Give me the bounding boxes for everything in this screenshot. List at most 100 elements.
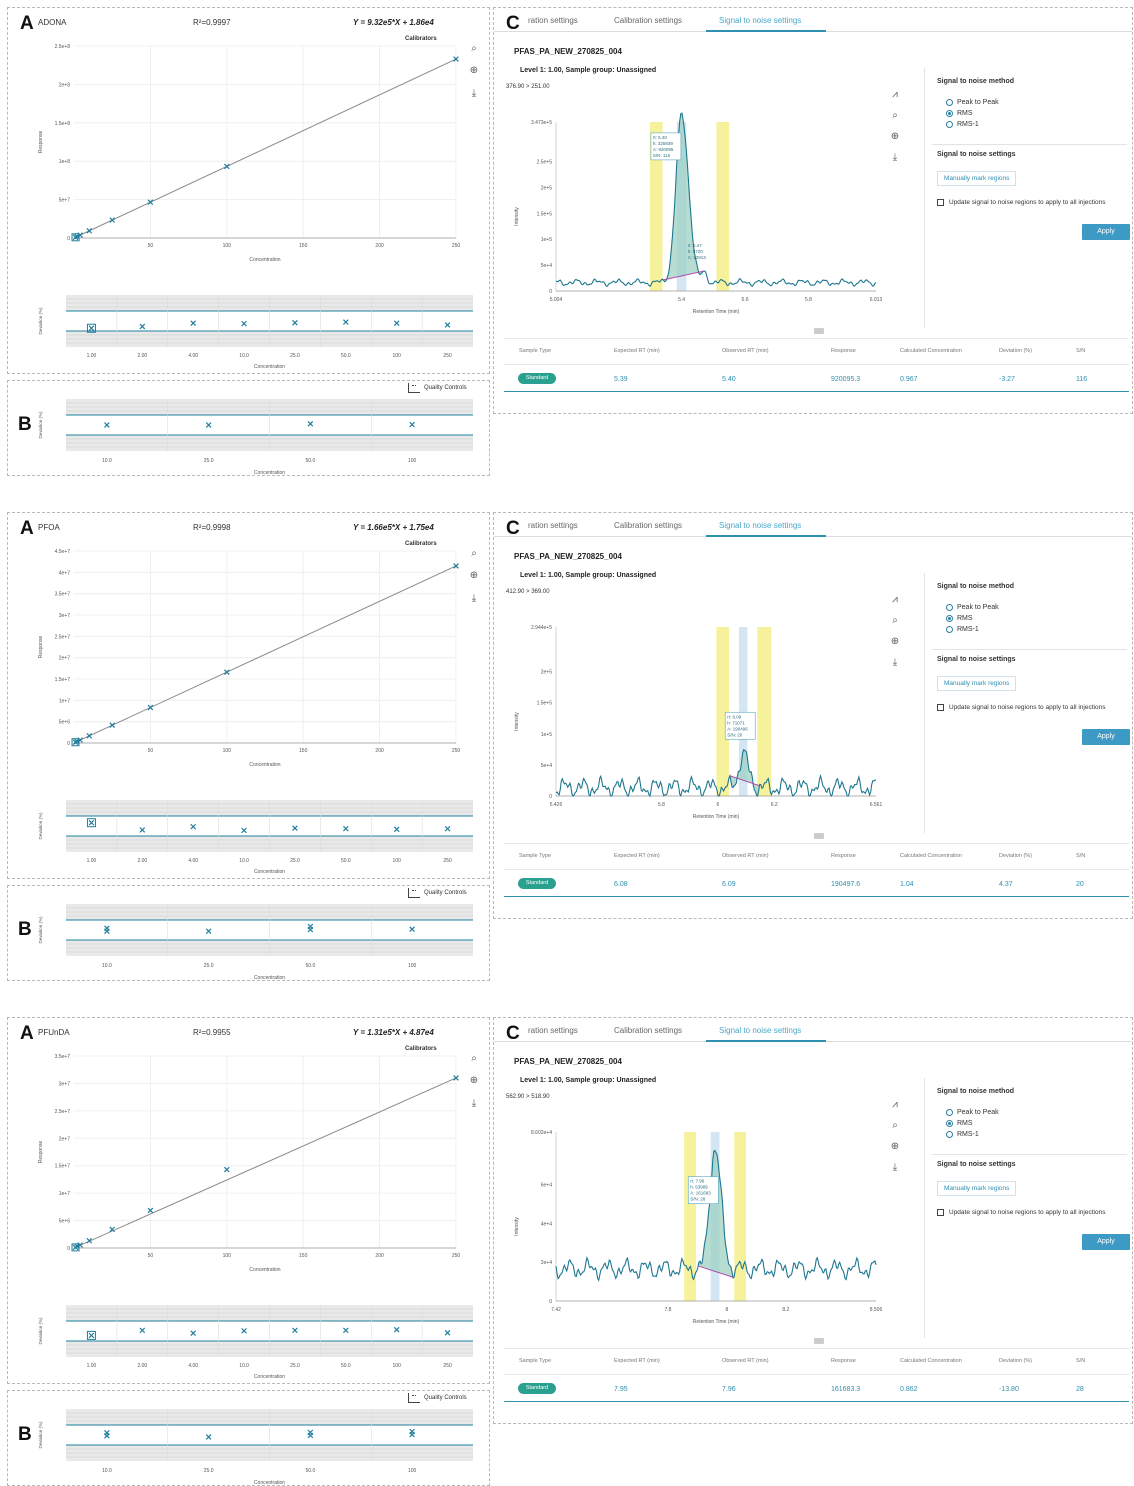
zoom-icon[interactable]: ⊕: [890, 131, 900, 142]
zoom-icon[interactable]: ⊕: [469, 65, 479, 76]
chrom-x-tick: 7.8: [664, 1307, 671, 1313]
table-cell-6: 116: [1076, 376, 1088, 383]
download-icon[interactable]: ⤓: [892, 1162, 898, 1173]
chart-type-icon[interactable]: ⩘: [892, 89, 898, 100]
calibrator-point: [109, 217, 116, 223]
calibrator-point: [77, 737, 83, 743]
sn-option-rms[interactable]: RMS: [946, 615, 973, 622]
zoom-icon[interactable]: ⊕: [890, 1141, 900, 1152]
qc-point-duplicate: [104, 925, 110, 932]
chart-type-icon[interactable]: ⩘: [892, 1099, 898, 1110]
sn-option-rms[interactable]: RMS: [946, 110, 973, 117]
zoom-reset-icon[interactable]: ⌕: [892, 615, 898, 626]
sn-option-rms-1[interactable]: RMS-1: [946, 1131, 979, 1138]
zoom-reset-icon[interactable]: ⌕: [471, 548, 477, 559]
table-header-0: Sample Type: [519, 1358, 552, 1364]
chart-type-icon[interactable]: ⩘: [892, 594, 898, 605]
x-tick-label: 100: [223, 1253, 232, 1259]
peak-label-line: rt: 6.09: [727, 714, 742, 719]
resize-handle[interactable]: [814, 833, 824, 839]
zoom-reset-icon[interactable]: ⌕: [471, 43, 477, 54]
radio-button[interactable]: [946, 1109, 953, 1116]
sn-option-rms-1[interactable]: RMS-1: [946, 121, 979, 128]
manually-mark-regions-button[interactable]: Manually mark regions: [937, 676, 1017, 691]
settings-divider: [924, 573, 925, 833]
sn-option-peak-to-peak[interactable]: Peak to Peak: [946, 99, 999, 106]
calibrator-point: [453, 56, 459, 62]
update-regions-checkbox-row[interactable]: Update signal to noise regions to apply …: [937, 1208, 1117, 1217]
tab-integration[interactable]: ration settings: [528, 521, 578, 530]
sn-option-rms[interactable]: RMS: [946, 1120, 973, 1127]
peak-label-line: rt: 5.40: [653, 135, 668, 140]
qc-y-label: Deviation (%): [38, 1421, 43, 1449]
zoom-icon[interactable]: ⊕: [469, 570, 479, 581]
update-regions-checkbox[interactable]: [937, 704, 944, 711]
radio-button[interactable]: [946, 1131, 953, 1138]
zoom-reset-icon[interactable]: ⌕: [471, 1053, 477, 1064]
radio-label: Peak to Peak: [957, 1109, 999, 1116]
zoom-reset-icon[interactable]: ⌕: [892, 1120, 898, 1131]
chrom-y-label: Intensity: [514, 712, 520, 731]
deviation-point: [292, 319, 298, 326]
apply-button[interactable]: Apply: [1082, 224, 1130, 240]
deviation-x-tick: 50.0: [341, 1363, 351, 1369]
download-icon[interactable]: ⤓: [471, 593, 477, 604]
manually-mark-regions-button[interactable]: Manually mark regions: [937, 1181, 1017, 1196]
sn-settings-heading: Signal to noise settings: [937, 656, 1016, 663]
tab-calibration[interactable]: Calibration settings: [614, 16, 683, 25]
tab-signal-to-noise[interactable]: Signal to noise settings: [719, 1026, 802, 1035]
radio-button[interactable]: [946, 1120, 953, 1127]
table-header-4: Calculated Concentration: [900, 853, 962, 859]
radio-button[interactable]: [946, 121, 953, 128]
update-regions-checkbox-row[interactable]: Update signal to noise regions to apply …: [937, 198, 1117, 207]
quality-controls-icon: [408, 888, 420, 898]
tab-integration[interactable]: ration settings: [528, 16, 578, 25]
calibrator-point: [223, 1166, 230, 1173]
resize-handle[interactable]: [814, 328, 824, 334]
table-cell-1: 5.39: [614, 376, 628, 383]
download-icon[interactable]: ⤓: [892, 657, 898, 668]
x-tick-label: 150: [299, 243, 308, 249]
radio-button[interactable]: [946, 99, 953, 106]
resize-handle[interactable]: [814, 1338, 824, 1344]
sn-option-rms-1[interactable]: RMS-1: [946, 626, 979, 633]
zoom-icon[interactable]: ⊕: [469, 1075, 479, 1086]
zoom-icon[interactable]: ⊕: [890, 636, 900, 647]
radio-button[interactable]: [946, 615, 953, 622]
r-squared: R²=0.9997: [193, 18, 231, 27]
sn-option-peak-to-peak[interactable]: Peak to Peak: [946, 604, 999, 611]
sn-option-peak-to-peak[interactable]: Peak to Peak: [946, 1109, 999, 1116]
qc-point-duplicate: [307, 923, 314, 930]
zoom-reset-icon[interactable]: ⌕: [892, 110, 898, 121]
radio-button[interactable]: [946, 604, 953, 611]
update-regions-checkbox-row[interactable]: Update signal to noise regions to apply …: [937, 703, 1117, 712]
chrom-x-label: Retention Time (min): [693, 814, 740, 820]
table-cell-1: 7.95: [614, 1386, 628, 1393]
radio-label: RMS: [957, 110, 973, 117]
x-axis-label: Concentration: [249, 1267, 280, 1273]
update-regions-label: Update signal to noise regions to apply …: [949, 199, 1106, 206]
tab-integration[interactable]: ration settings: [528, 1026, 578, 1035]
update-regions-checkbox[interactable]: [937, 199, 944, 206]
table-header-0: Sample Type: [519, 348, 552, 354]
apply-button[interactable]: Apply: [1082, 729, 1130, 745]
tab-calibration[interactable]: Calibration settings: [614, 521, 683, 530]
download-icon[interactable]: ⤓: [471, 1098, 477, 1109]
manually-mark-regions-button[interactable]: Manually mark regions: [937, 171, 1017, 186]
radio-button[interactable]: [946, 110, 953, 117]
download-icon[interactable]: ⤓: [471, 88, 477, 99]
table-header-6: S/N: [1076, 348, 1086, 354]
download-icon[interactable]: ⤓: [892, 152, 898, 163]
table-cell-4: 1.04: [900, 881, 914, 888]
apply-button[interactable]: Apply: [1082, 1234, 1130, 1250]
tab-calibration[interactable]: Calibration settings: [614, 1026, 683, 1035]
update-regions-checkbox[interactable]: [937, 1209, 944, 1216]
regression-line: [73, 1077, 457, 1249]
x-tick-label: 250: [452, 1253, 461, 1259]
deviation-point: [393, 320, 400, 327]
tab-signal-to-noise[interactable]: Signal to noise settings: [719, 521, 802, 530]
tab-signal-to-noise[interactable]: Signal to noise settings: [719, 16, 802, 25]
radio-button[interactable]: [946, 626, 953, 633]
calibrator-point: [86, 228, 93, 234]
chrom-y-tick: 2.944e+5: [531, 625, 552, 631]
